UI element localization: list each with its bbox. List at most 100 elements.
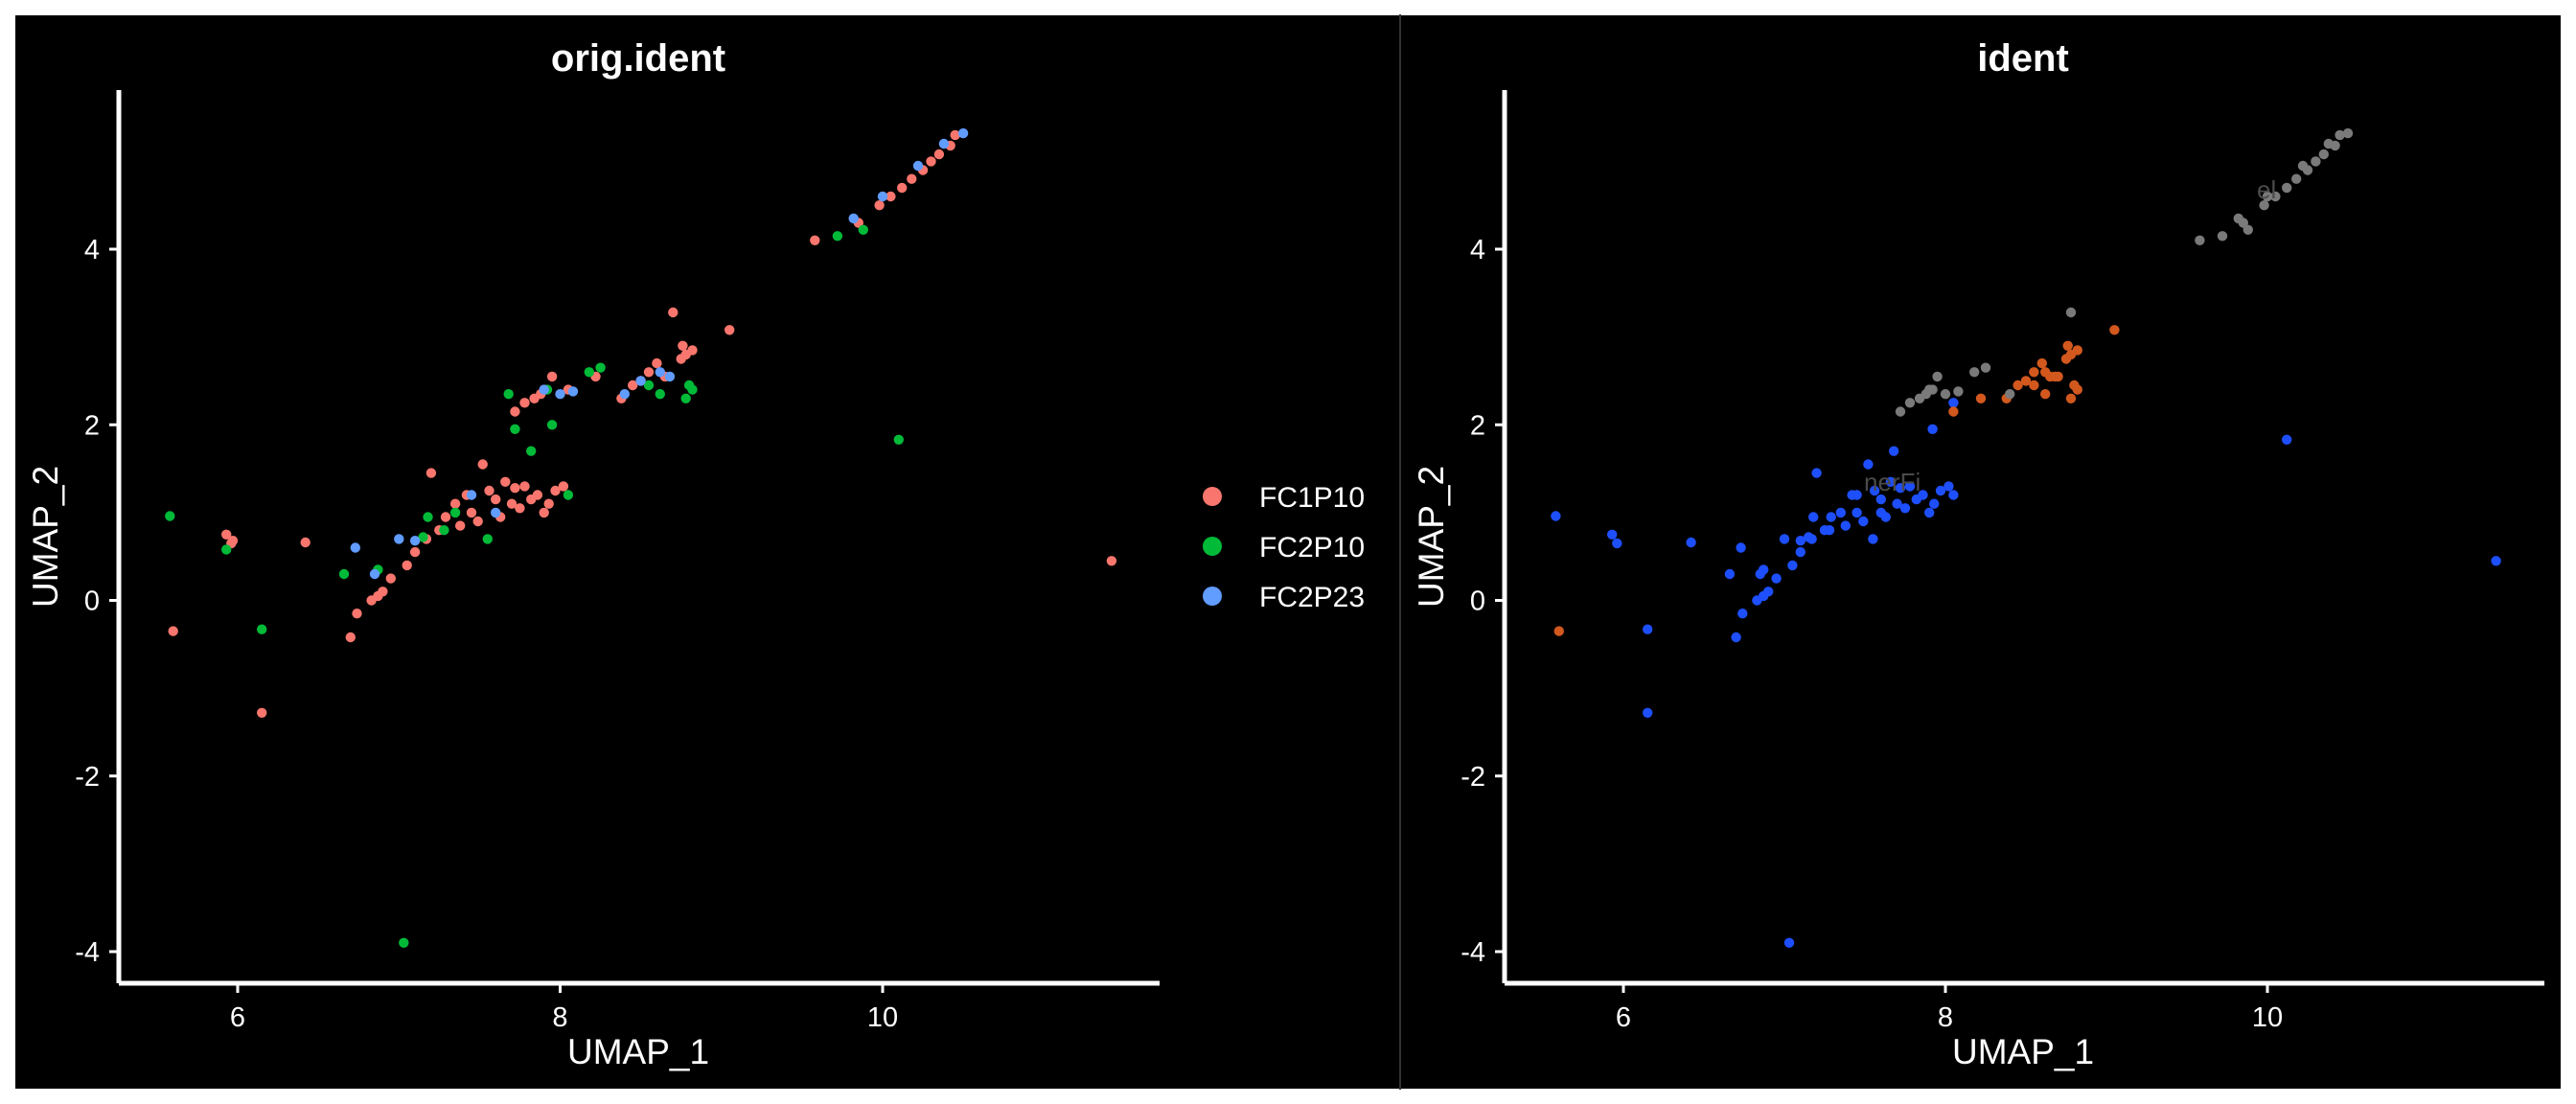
data-point xyxy=(510,406,520,417)
data-point xyxy=(1948,406,1959,417)
y-tick-label: -2 xyxy=(1460,762,1485,793)
data-point xyxy=(2217,231,2228,242)
data-point xyxy=(1771,573,1782,584)
y-axis-label: UMAP_2 xyxy=(26,466,65,608)
data-point xyxy=(399,937,409,948)
data-point xyxy=(2291,173,2302,184)
data-point xyxy=(1824,525,1835,536)
data-point xyxy=(546,420,558,430)
data-point xyxy=(345,632,356,643)
data-point xyxy=(2072,345,2082,356)
data-point xyxy=(1927,384,1938,395)
data-point xyxy=(1852,507,1862,518)
data-point xyxy=(440,512,451,522)
data-point xyxy=(2195,235,2205,245)
x-tick-label: 6 xyxy=(1616,1002,1631,1033)
x-axis-label: UMAP_1 xyxy=(567,1032,709,1071)
data-point xyxy=(338,568,350,580)
data-point xyxy=(1969,367,1980,378)
data-point xyxy=(409,546,421,558)
data-point xyxy=(1899,503,1911,514)
data-point xyxy=(423,512,433,522)
x-tick-label: 6 xyxy=(230,1002,245,1033)
data-point xyxy=(1795,546,1806,558)
data-point xyxy=(2065,307,2077,318)
data-point xyxy=(643,367,655,378)
data-point xyxy=(519,481,530,492)
data-point xyxy=(957,127,969,139)
data-point xyxy=(515,503,525,514)
data-point xyxy=(2109,325,2120,335)
data-point xyxy=(877,191,888,202)
data-point xyxy=(897,182,908,194)
data-point xyxy=(1811,468,1822,478)
data-point xyxy=(1929,498,1940,509)
data-point xyxy=(680,393,691,403)
data-point xyxy=(482,534,493,544)
data-point xyxy=(678,340,688,351)
data-point xyxy=(1918,490,1928,500)
y-ticks: -4 -2 0 2 4 xyxy=(1460,235,1505,968)
x-ticks: 6 8 10 xyxy=(1616,983,2283,1033)
points-layer-orig-ident xyxy=(165,127,1117,948)
data-point xyxy=(1763,586,1774,597)
data-point xyxy=(832,231,843,242)
y-tick-label: 4 xyxy=(1470,235,1485,265)
data-point xyxy=(257,624,267,634)
data-point xyxy=(2238,218,2248,228)
data-point xyxy=(543,498,554,509)
legend-key-fc2p10 xyxy=(1203,537,1222,556)
data-point xyxy=(1106,556,1117,566)
data-point xyxy=(655,367,665,378)
data-point xyxy=(1904,481,1916,492)
data-point xyxy=(385,573,396,584)
data-point xyxy=(1863,459,1874,470)
data-point xyxy=(1944,481,1954,492)
data-point xyxy=(2040,389,2051,400)
data-point xyxy=(1779,534,1790,544)
data-point xyxy=(439,525,449,536)
data-point xyxy=(1927,424,1938,434)
y-tick-label: -4 xyxy=(75,937,100,968)
cluster-label-nerfi: nerFi xyxy=(1864,468,1920,496)
data-point xyxy=(1935,485,1946,496)
data-point xyxy=(2053,371,2063,382)
data-point xyxy=(1643,624,1653,634)
data-point xyxy=(369,568,380,580)
data-point xyxy=(546,371,558,382)
y-axis-label: UMAP_2 xyxy=(1412,466,1451,608)
points-layer-ident xyxy=(1551,127,2501,948)
y-ticks: -4 -2 0 2 4 xyxy=(75,235,119,968)
data-point xyxy=(168,626,178,636)
data-point xyxy=(2282,434,2292,445)
data-point xyxy=(539,384,549,395)
data-point xyxy=(886,191,896,202)
data-point xyxy=(563,490,574,500)
data-point xyxy=(257,707,267,718)
data-point xyxy=(619,389,630,400)
data-point xyxy=(664,371,676,382)
data-point xyxy=(558,481,569,492)
data-point xyxy=(1932,371,1943,382)
data-point xyxy=(1885,476,1897,487)
data-point xyxy=(1892,498,1902,509)
data-point xyxy=(2029,380,2039,391)
data-point xyxy=(584,367,594,378)
data-point xyxy=(491,507,501,518)
x-ticks: 6 8 10 xyxy=(230,983,898,1033)
y-tick-label: 0 xyxy=(84,586,100,617)
data-point xyxy=(1724,568,1736,580)
data-point xyxy=(426,468,437,478)
data-point xyxy=(2029,367,2039,378)
data-point xyxy=(1643,707,1653,718)
data-point xyxy=(1940,389,1951,400)
data-point xyxy=(595,362,606,373)
data-point xyxy=(893,434,904,445)
data-point xyxy=(503,389,514,400)
data-point xyxy=(1895,406,1906,417)
data-point xyxy=(2270,191,2281,202)
data-point xyxy=(1948,490,1959,500)
data-point xyxy=(2262,191,2273,202)
data-point xyxy=(1806,534,1817,544)
data-point xyxy=(2005,389,2015,400)
